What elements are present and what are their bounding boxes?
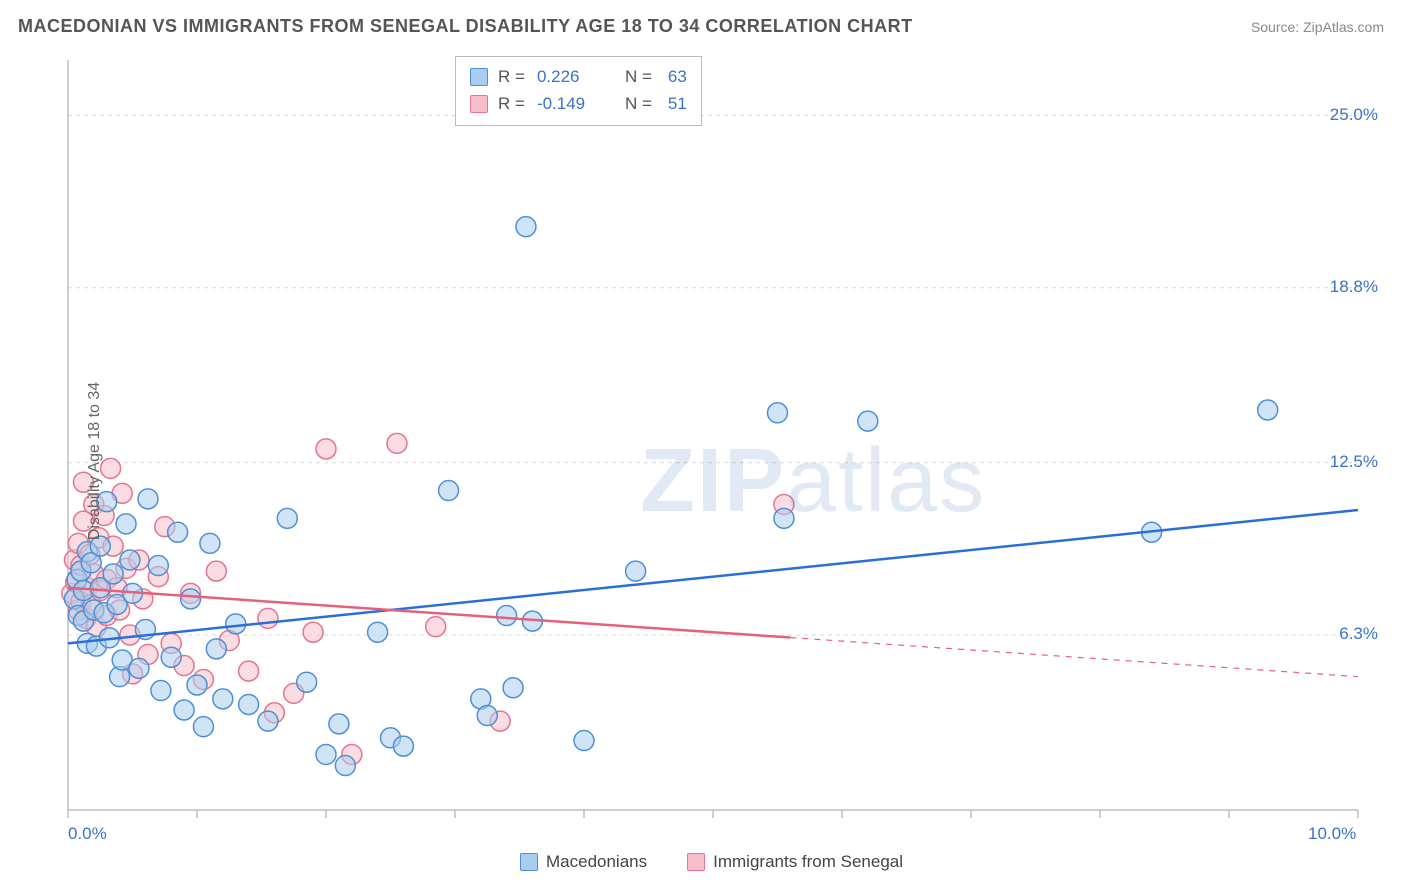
macedonians-point <box>138 489 158 509</box>
senegal-point <box>239 661 259 681</box>
r-label: R = <box>498 90 525 117</box>
senegal-point <box>316 439 336 459</box>
source-prefix: Source: <box>1251 19 1303 35</box>
y-tick-label: 18.8% <box>1330 277 1378 297</box>
macedonians-point <box>213 689 233 709</box>
macedonians-point <box>193 717 213 737</box>
macedonians-point <box>393 736 413 756</box>
macedonians-point <box>497 606 517 626</box>
source-link[interactable]: ZipAtlas.com <box>1303 19 1384 35</box>
macedonians-point <box>151 681 171 701</box>
macedonians-point <box>187 675 207 695</box>
macedonians-point <box>316 744 336 764</box>
macedonians-point <box>148 556 168 576</box>
r-label: R = <box>498 63 525 90</box>
stats-row-macedonians: R = 0.226 N = 63 <box>470 63 687 90</box>
legend-item-macedonians: Macedonians <box>520 852 647 872</box>
macedonians-point <box>626 561 646 581</box>
y-tick-label: 12.5% <box>1330 452 1378 472</box>
senegal-regression-extrapolation <box>790 638 1358 677</box>
macedonians-point <box>503 678 523 698</box>
macedonians-point <box>206 639 226 659</box>
senegal-r-value: -0.149 <box>537 90 597 117</box>
macedonians-point <box>329 714 349 734</box>
macedonians-point <box>129 658 149 678</box>
macedonians-point <box>239 694 259 714</box>
scatter-chart <box>18 50 1384 870</box>
x-tick-label: 0.0% <box>68 824 107 844</box>
macedonians-legend-label: Macedonians <box>546 852 647 872</box>
macedonians-point <box>174 700 194 720</box>
macedonians-point <box>120 550 140 570</box>
macedonians-point <box>574 731 594 751</box>
n-label: N = <box>625 63 652 90</box>
senegal-swatch-icon <box>470 95 488 113</box>
chart-title: MACEDONIAN VS IMMIGRANTS FROM SENEGAL DI… <box>18 16 913 37</box>
senegal-point <box>258 608 278 628</box>
y-axis-label: Disability Age 18 to 34 <box>86 382 104 540</box>
senegal-point <box>206 561 226 581</box>
macedonians-point <box>277 508 297 528</box>
macedonians-point <box>297 672 317 692</box>
macedonians-point <box>116 514 136 534</box>
senegal-legend-swatch-icon <box>687 853 705 871</box>
macedonians-point <box>477 706 497 726</box>
n-label: N = <box>625 90 652 117</box>
series-legend: Macedonians Immigrants from Senegal <box>520 852 903 872</box>
y-tick-label: 25.0% <box>1330 105 1378 125</box>
senegal-n-value: 51 <box>668 90 687 117</box>
stats-row-senegal: R = -0.149 N = 51 <box>470 90 687 117</box>
stats-legend: R = 0.226 N = 63 R = -0.149 N = 51 <box>455 56 702 126</box>
legend-item-senegal: Immigrants from Senegal <box>687 852 903 872</box>
source-attribution: Source: ZipAtlas.com <box>1251 19 1384 35</box>
macedonians-swatch-icon <box>470 68 488 86</box>
macedonians-point <box>335 756 355 776</box>
macedonians-point <box>161 647 181 667</box>
senegal-legend-label: Immigrants from Senegal <box>713 852 903 872</box>
macedonians-point <box>181 589 201 609</box>
senegal-point <box>426 617 446 637</box>
macedonians-legend-swatch-icon <box>520 853 538 871</box>
macedonians-n-value: 63 <box>668 63 687 90</box>
macedonians-point <box>168 522 188 542</box>
macedonians-point <box>200 533 220 553</box>
macedonians-point <box>226 614 246 634</box>
macedonians-regression-line <box>68 510 1358 643</box>
macedonians-point <box>368 622 388 642</box>
macedonians-point <box>439 481 459 501</box>
senegal-point <box>303 622 323 642</box>
macedonians-point <box>858 411 878 431</box>
macedonians-point <box>1258 400 1278 420</box>
macedonians-point <box>258 711 278 731</box>
macedonians-r-value: 0.226 <box>537 63 597 90</box>
senegal-point <box>387 433 407 453</box>
macedonians-point <box>516 217 536 237</box>
y-tick-label: 6.3% <box>1339 624 1378 644</box>
macedonians-point <box>768 403 788 423</box>
macedonians-point <box>103 564 123 584</box>
x-tick-label: 10.0% <box>1308 824 1356 844</box>
macedonians-point <box>774 508 794 528</box>
chart-container: Disability Age 18 to 34 <box>18 50 1384 872</box>
